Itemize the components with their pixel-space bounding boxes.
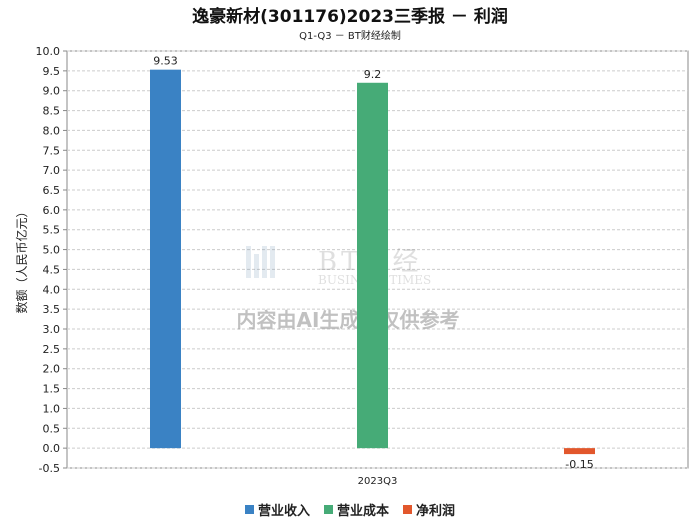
bar-营业成本 xyxy=(357,82,388,449)
y-tick-label: 3.5 xyxy=(43,303,61,316)
y-tick-label: 1.5 xyxy=(43,383,61,396)
y-axis-title: 数额（人民币亿元） xyxy=(14,205,29,313)
legend-item: 营业收入 xyxy=(244,500,310,519)
chart-subtitle: Q1-Q3 － BT财经绘制 xyxy=(299,31,401,42)
y-tick-label: 1.0 xyxy=(43,402,61,415)
y-tick-label: 10.0 xyxy=(36,45,61,58)
y-tick-label: 4.0 xyxy=(43,283,61,296)
data-label: -0.15 xyxy=(565,458,593,471)
data-label: 9.53 xyxy=(153,55,178,68)
y-tick-label: 9.0 xyxy=(43,85,61,98)
y-tick-label: 7.5 xyxy=(43,144,61,157)
y-tick-label: 5.0 xyxy=(43,244,61,257)
data-label: 9.2 xyxy=(364,68,382,81)
y-tick-label: 0.0 xyxy=(43,442,61,455)
watermark-logo-mark xyxy=(270,246,275,278)
chart-title: 逸豪新材(301176)2023三季报 － 利润 xyxy=(192,7,508,27)
y-tick-label: 6.0 xyxy=(43,204,61,217)
legend-item: 净利润 xyxy=(403,500,455,519)
y-tick-label: 6.5 xyxy=(43,184,61,197)
watermark: BT财经BUSINESS TIMES 内容由AI生成，仅供参考 xyxy=(237,246,460,332)
legend-swatch xyxy=(403,505,412,514)
y-tick-label: 0.5 xyxy=(43,422,61,435)
legend-label: 营业成本 xyxy=(336,504,389,519)
y-tick-label: -0.5 xyxy=(39,462,60,475)
y-tick-label: 3.0 xyxy=(43,323,61,336)
watermark-logo: BT财经BUSINESS TIMES xyxy=(246,246,431,287)
x-tick-label: 2023Q3 xyxy=(358,476,398,487)
y-tick-label: 7.0 xyxy=(43,164,61,177)
axes: -0.5 0.0 0.5 1.0 1.5 2.0 2.5 3.0 3.5 4.0 4.5 5.0 5.5… xyxy=(14,45,397,487)
legend-label: 营业收入 xyxy=(257,504,310,519)
bar-营业收入 xyxy=(150,69,181,449)
legend: 营业收入 营业成本 净利润 xyxy=(0,500,700,519)
bars: 9.53 9.2 -0.15 xyxy=(150,55,595,471)
watermark-logo-mark xyxy=(262,246,267,278)
legend-swatch xyxy=(244,505,254,514)
y-tick-label: 4.5 xyxy=(43,263,61,276)
legend-item: 营业成本 xyxy=(323,500,389,519)
y-tick-label: 8.0 xyxy=(43,124,61,137)
y-tick-label: 2.5 xyxy=(43,343,61,356)
y-tick-label: 8.5 xyxy=(43,105,61,118)
y-tick-label: 9.5 xyxy=(43,65,61,78)
bar-净利润 xyxy=(564,448,595,455)
watermark-logo-mark xyxy=(254,254,259,278)
watermark-logo-mark xyxy=(246,246,251,278)
watermark-disclaimer: 内容由AI生成，仅供参考 xyxy=(237,308,460,332)
y-tick-label: 5.5 xyxy=(43,224,61,237)
legend-label: 净利润 xyxy=(416,504,456,519)
legend-swatch xyxy=(323,505,333,514)
y-tick-label: 2.0 xyxy=(43,363,61,376)
